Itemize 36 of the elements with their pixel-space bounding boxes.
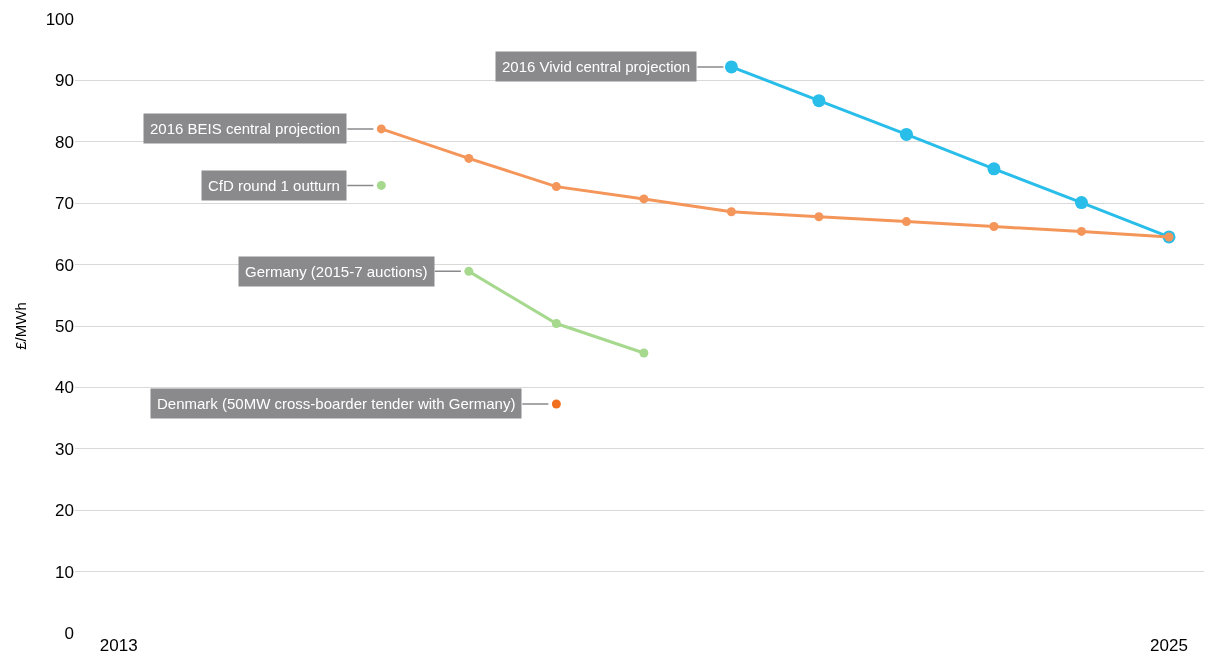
point bbox=[726, 207, 736, 217]
y-tick-label: 20 bbox=[55, 501, 74, 521]
y-tick-label: 100 bbox=[45, 9, 74, 29]
point bbox=[989, 222, 999, 232]
y-tick-label: 40 bbox=[55, 378, 74, 398]
y-tick-label: 10 bbox=[55, 562, 74, 582]
point bbox=[901, 217, 911, 227]
y-tick-label: 30 bbox=[55, 439, 74, 459]
point bbox=[464, 153, 474, 163]
point bbox=[899, 127, 913, 141]
text: CfD round 1 outturn bbox=[208, 177, 340, 194]
point bbox=[464, 266, 474, 276]
point bbox=[639, 348, 649, 358]
x-tick-label: 2025 bbox=[1150, 636, 1188, 655]
y-axis-title: £/MWh bbox=[11, 302, 29, 350]
point bbox=[987, 162, 1001, 176]
y-tick-label: 70 bbox=[55, 194, 74, 214]
point bbox=[639, 194, 649, 204]
x-tick-label: 2013 bbox=[99, 636, 138, 655]
text: Denmark (50MW cross-boarder tender with Germany) bbox=[157, 395, 516, 412]
point bbox=[376, 124, 386, 134]
text: 2016 BEIS central projection bbox=[150, 120, 341, 137]
text: 2016 Vivid central projection bbox=[502, 58, 691, 75]
point bbox=[724, 60, 738, 74]
y-tick-label: 60 bbox=[55, 255, 74, 275]
y-tick-label: 0 bbox=[64, 623, 74, 643]
point bbox=[814, 212, 824, 222]
y-tick-label: 50 bbox=[55, 316, 74, 336]
point bbox=[551, 319, 561, 329]
point bbox=[1076, 226, 1086, 236]
text: Germany (2015-7 auctions) bbox=[245, 263, 428, 280]
y-tick-label: 90 bbox=[55, 71, 74, 91]
point bbox=[551, 182, 561, 192]
y-tick-label: 80 bbox=[55, 132, 74, 152]
point bbox=[812, 94, 826, 108]
point bbox=[1074, 196, 1088, 210]
